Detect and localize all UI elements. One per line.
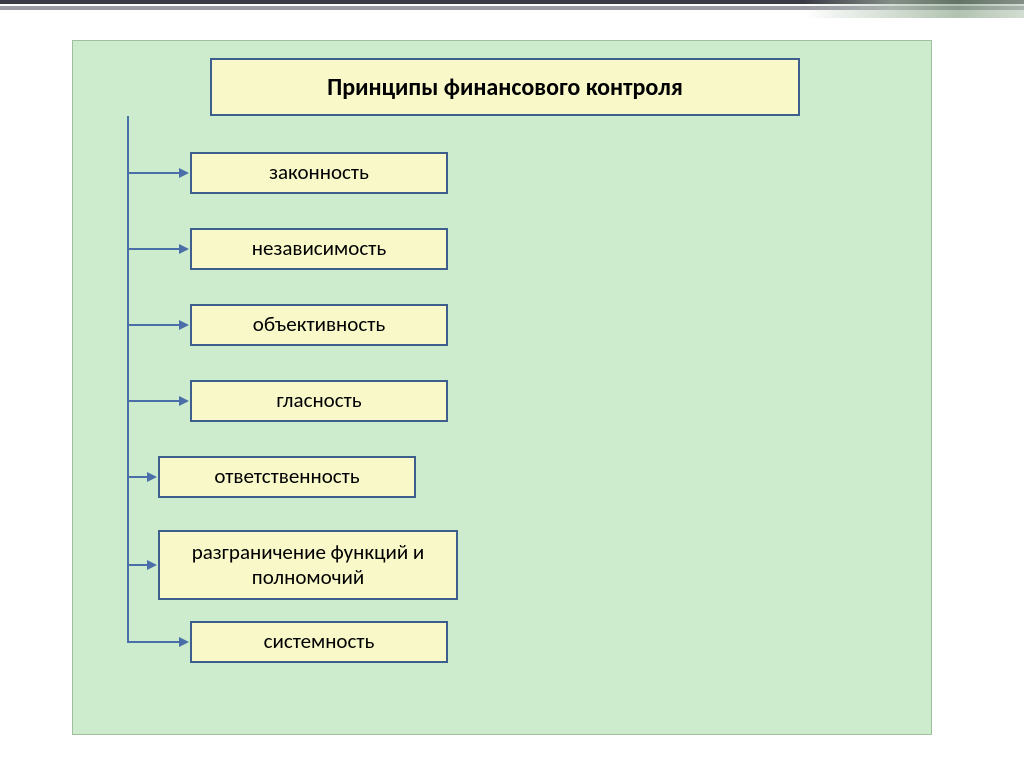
principle-box: системность [190,621,448,663]
principle-box: гласность [190,380,448,422]
connector-branch [128,400,180,402]
arrow-right-icon [179,168,189,178]
connector-branch [128,564,148,566]
arrow-right-icon [179,637,189,647]
arrow-right-icon [179,396,189,406]
principle-box: независимость [190,228,448,270]
connector-branch [128,172,180,174]
arrow-right-icon [147,472,157,482]
connector-branch [128,324,180,326]
arrow-right-icon [147,560,157,570]
principle-box: законность [190,152,448,194]
principle-box: объективность [190,304,448,346]
connector-branch [128,476,148,478]
connector-branch [128,248,180,250]
title-box: Принципы финансового контроля [210,58,800,116]
principle-box: разграничение функций и полномочий [158,530,458,600]
arrow-right-icon [179,244,189,254]
connector-branch [128,641,180,643]
header-gradient [804,0,1024,18]
principle-box: ответственность [158,456,416,498]
arrow-right-icon [179,320,189,330]
